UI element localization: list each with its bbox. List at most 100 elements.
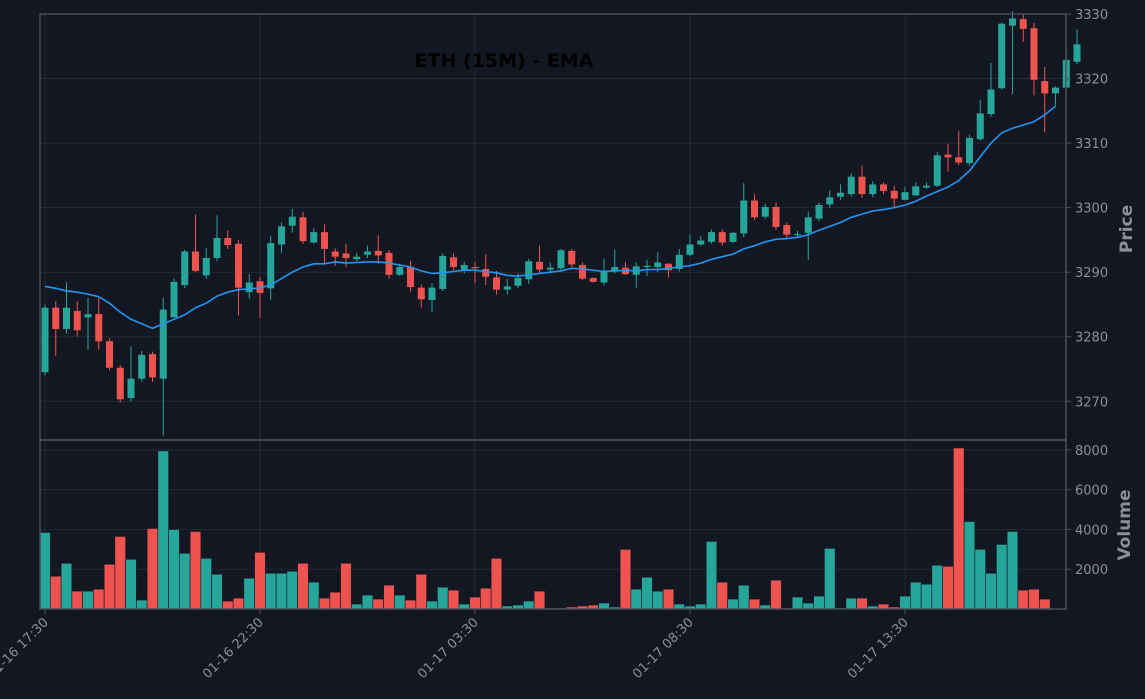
volume-bar	[404, 599, 417, 610]
candle	[192, 214, 199, 273]
candle	[611, 249, 619, 274]
candle-body	[116, 367, 124, 400]
candle	[536, 245, 543, 273]
volume-bar	[813, 595, 825, 610]
candle	[149, 351, 156, 382]
volume-bar	[71, 590, 83, 610]
candle	[815, 202, 823, 222]
price-tick-label: 3300	[1075, 202, 1108, 217]
volume-bar	[329, 591, 341, 610]
candle-body	[514, 277, 522, 286]
candle-body	[686, 244, 694, 255]
candle	[751, 194, 758, 220]
candle-body	[955, 157, 963, 163]
volume-bar	[963, 521, 976, 610]
candle-body	[63, 307, 70, 329]
candle-body	[987, 89, 995, 115]
candle	[880, 182, 887, 195]
candle-body	[396, 267, 404, 275]
candle-body	[718, 232, 726, 243]
candle-body	[923, 185, 930, 188]
candle-body	[546, 267, 554, 270]
candle	[181, 249, 189, 289]
volume-bar	[168, 529, 180, 610]
candle-body	[643, 265, 651, 268]
price-tick-label: 3280	[1075, 331, 1108, 346]
candle	[41, 304, 49, 376]
candle	[525, 258, 533, 284]
volume-bar	[125, 558, 137, 610]
volume-bar	[598, 602, 610, 610]
volume-panel-frame	[39, 439, 1067, 610]
candle-body	[579, 265, 586, 279]
candle-body	[192, 251, 199, 271]
candle	[267, 236, 275, 300]
candle-body	[181, 251, 189, 286]
candle	[847, 173, 855, 197]
candle	[557, 248, 565, 271]
candle	[858, 165, 866, 198]
volume-bar	[114, 536, 126, 610]
candle-body	[880, 184, 887, 191]
volume-bar	[157, 450, 169, 610]
candle	[138, 350, 146, 382]
ema-fast-line	[44, 105, 1056, 330]
candle	[95, 298, 103, 350]
volume-bar	[802, 602, 814, 610]
candle	[170, 278, 178, 318]
candle-body	[933, 155, 941, 186]
volume-tick-label: 2000	[1075, 563, 1108, 578]
volume-bar	[662, 588, 675, 610]
volume-bar	[136, 599, 148, 610]
candle-body	[267, 243, 275, 289]
candle	[374, 235, 382, 264]
candle	[84, 298, 92, 350]
candle-body	[772, 206, 780, 227]
candle	[923, 182, 930, 189]
volume-axis-ticks: 2000 4000 6000 8000	[1066, 444, 1108, 578]
candle-body	[84, 314, 92, 318]
volume-bar	[222, 600, 234, 610]
candle	[213, 215, 221, 262]
candle-body	[342, 253, 350, 258]
candle-body	[858, 176, 866, 195]
volume-bar	[533, 590, 546, 610]
volume-bar	[1028, 588, 1040, 610]
candle-body	[890, 190, 898, 199]
candle-body	[428, 287, 436, 300]
candle	[385, 250, 393, 279]
candle-body	[536, 261, 543, 270]
candle	[998, 22, 1006, 90]
candle-body	[675, 254, 683, 269]
volume-bar	[748, 598, 761, 610]
candle	[471, 261, 479, 284]
volume-bar	[82, 590, 94, 610]
candle-body	[1009, 18, 1016, 26]
candle	[116, 365, 124, 403]
candle	[1019, 14, 1027, 42]
volume-bar	[426, 600, 438, 610]
candle-body	[944, 154, 952, 158]
candle	[364, 245, 371, 258]
volume-bar	[60, 562, 73, 610]
price-tick-label: 3330	[1075, 8, 1108, 23]
volume-bar	[447, 589, 460, 610]
volume-bar	[1017, 589, 1029, 610]
volume-bar	[953, 447, 965, 610]
volume-bar	[243, 577, 255, 610]
volume-tick-label: 8000	[1075, 444, 1108, 459]
candle	[503, 278, 511, 295]
candle	[1030, 23, 1038, 96]
candle-body	[837, 192, 844, 197]
candle-body	[1041, 81, 1049, 94]
volume-bar	[1039, 598, 1051, 610]
candle-body	[127, 378, 135, 399]
candle	[407, 260, 414, 292]
volume-bar	[727, 598, 739, 610]
candle-body	[331, 251, 339, 257]
price-tick-label: 3320	[1075, 73, 1108, 88]
candle-body	[847, 176, 855, 195]
price-tick-label: 3310	[1075, 137, 1108, 152]
candle-body	[998, 23, 1006, 89]
volume-bar	[275, 572, 288, 610]
